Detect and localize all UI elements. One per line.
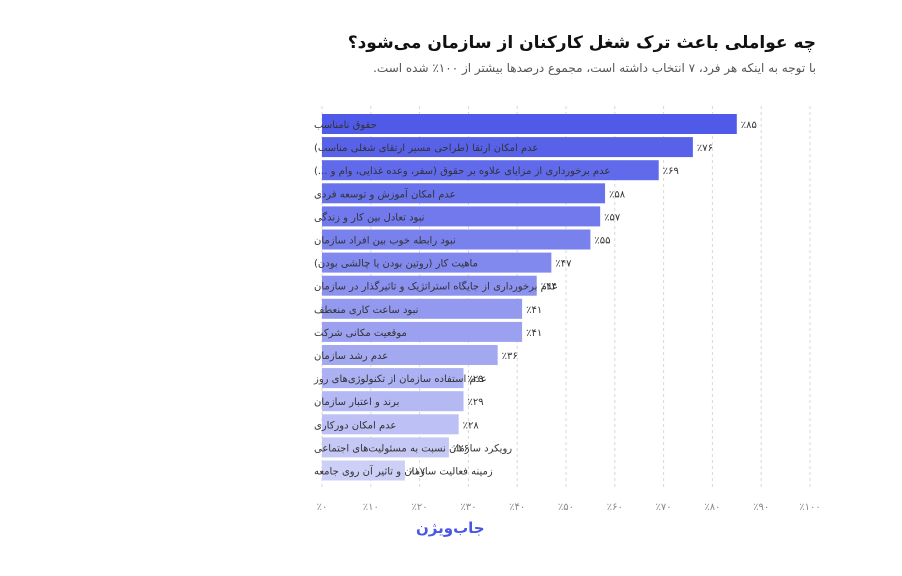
data-label: ٪۲۹ <box>468 397 484 408</box>
x-tick-label: ٪۸۰ <box>704 502 720 513</box>
x-tick-label: ٪۱۰۰ <box>799 502 820 513</box>
x-tick-label: ٪۲۰ <box>412 502 428 513</box>
category-label: موقعیت مکانی شرکت <box>314 328 407 339</box>
bar <box>322 206 601 227</box>
category-label: عدم امکان دورکاری <box>314 420 396 431</box>
data-label: ٪۵۵ <box>594 236 610 247</box>
category-label: عدم امکان ارتقا (طراحی مسیر ارتقای شغلی … <box>314 143 538 154</box>
data-label: ٪۸۵ <box>741 120 757 131</box>
chart-subtitle: با توجه به اینکه هر فرد، ۷ انتخاب داشته … <box>373 61 816 75</box>
bar <box>322 321 523 342</box>
bar <box>322 114 737 134</box>
x-tick-label: ٪۶۰ <box>607 502 623 513</box>
bar <box>322 275 537 296</box>
category-label: برند و اعتبار سازمان <box>314 397 399 408</box>
x-tick-label: ٪۷۰ <box>656 502 672 513</box>
bar <box>322 345 498 365</box>
bar <box>322 160 659 181</box>
data-label: ٪۶۹ <box>663 166 679 177</box>
data-label: ٪۳۶ <box>502 351 518 362</box>
bar <box>322 252 552 273</box>
category-label: رویکرد سازمان نسبت به مسئولیت‌های اجتماع… <box>314 443 512 454</box>
category-label: ماهیت کار (روتین بودن یا چالشی بودن) <box>314 259 478 270</box>
data-label: ٪۱۷ <box>409 467 426 478</box>
bar <box>322 229 591 250</box>
category-label: عدم برخورداری از جایگاه استراتژیک و تاثی… <box>314 281 558 293</box>
category-label: عدم رشد سازمان <box>314 351 388 362</box>
x-tick-label: ٪۴۰ <box>509 502 525 513</box>
bar <box>322 391 464 412</box>
data-label: ٪۲۶ <box>453 443 469 454</box>
bar <box>322 298 523 319</box>
bar <box>322 183 606 204</box>
category-label: عدم برخورداری از مزایای علاوه بر حقوق (س… <box>314 166 610 177</box>
category-label: عدم امکان آموزش و توسعه فردی <box>314 187 456 200</box>
data-label: ٪۴۱ <box>526 305 542 316</box>
x-tick-label: ٪۱۰ <box>363 502 379 513</box>
category-label: حقوق نامناسب <box>314 120 377 131</box>
data-label: ٪۵۷ <box>604 212 621 223</box>
category-label: نبود رابطه خوب بین افراد سازمان <box>314 236 456 247</box>
data-label: ٪۵۸ <box>609 189 626 200</box>
category-label: نبود تعادل بین کار و زندگی <box>314 211 425 223</box>
bar <box>322 460 405 481</box>
data-label: ٪۴۴ <box>541 282 557 293</box>
bar <box>322 368 464 389</box>
x-tick-label: ٪۳۰ <box>460 502 476 513</box>
data-label: ٪۲۹ <box>468 374 484 385</box>
data-label: ٪۷۶ <box>697 143 713 154</box>
brand-logo: جاب‌ویژن <box>416 519 485 537</box>
category-label: عدم استفاده سازمان از تکنولوژی‌های روز <box>313 374 487 385</box>
x-tick-label: ٪۹۰ <box>753 502 769 513</box>
category-label: نبود ساعت کاری منعطف <box>314 305 418 316</box>
x-tick-label: ٪۵۰ <box>558 502 574 513</box>
chart-title: چه عواملی باعث ترک شغل کارکنان از سازمان… <box>347 33 816 53</box>
bar <box>322 437 449 458</box>
bar <box>322 414 459 435</box>
bar <box>322 137 693 158</box>
data-label: ٪۴۷ <box>555 259 572 270</box>
category-label: زمینه فعالیت سازمان و تاثیر آن روی جامعه <box>314 465 493 478</box>
data-label: ٪۴۱ <box>526 328 542 339</box>
data-label: ٪۲۸ <box>463 420 480 431</box>
x-tick-label: ٪۰ <box>317 502 328 513</box>
